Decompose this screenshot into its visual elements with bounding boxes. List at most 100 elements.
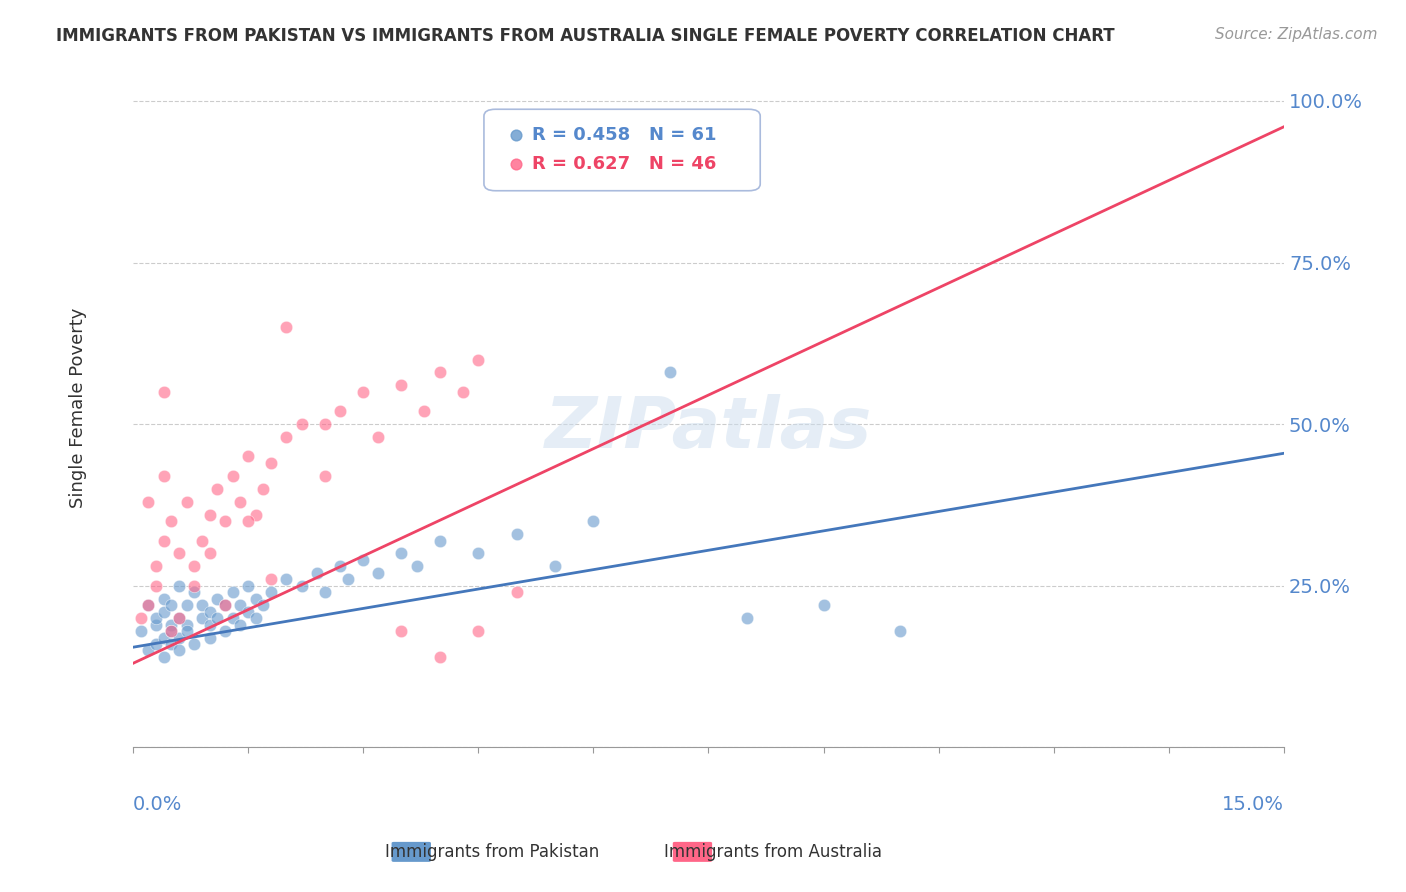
Text: Source: ZipAtlas.com: Source: ZipAtlas.com <box>1215 27 1378 42</box>
Point <box>391 378 413 392</box>
Point <box>198 617 221 632</box>
Point <box>214 599 236 613</box>
Point <box>505 585 527 599</box>
Point <box>152 469 174 483</box>
Point <box>152 649 174 664</box>
Point <box>160 624 183 638</box>
Point <box>329 559 352 574</box>
FancyBboxPatch shape <box>484 109 761 191</box>
Point <box>221 585 243 599</box>
Point <box>198 631 221 645</box>
Text: ZIPatlas: ZIPatlas <box>544 394 872 463</box>
Point <box>176 617 198 632</box>
Point <box>276 573 298 587</box>
Point <box>467 547 489 561</box>
Point <box>429 533 451 548</box>
Point <box>245 611 267 625</box>
Point <box>236 514 259 528</box>
Point <box>314 469 336 483</box>
Point <box>167 631 190 645</box>
Point <box>214 514 236 528</box>
Point <box>367 430 389 444</box>
Point <box>451 384 474 399</box>
Point <box>129 624 152 638</box>
Point <box>260 456 283 470</box>
Point <box>160 617 183 632</box>
Point <box>467 624 489 638</box>
Point <box>214 624 236 638</box>
Point <box>145 579 167 593</box>
Point <box>191 533 214 548</box>
Point <box>352 553 374 567</box>
Point <box>167 643 190 657</box>
Point <box>183 579 205 593</box>
Point <box>582 514 605 528</box>
Point <box>405 559 427 574</box>
Point <box>136 643 159 657</box>
Point <box>467 352 489 367</box>
Text: Single Female Poverty: Single Female Poverty <box>69 308 87 508</box>
Point <box>152 591 174 606</box>
Point <box>160 637 183 651</box>
Point <box>352 384 374 399</box>
Point <box>221 611 243 625</box>
Point <box>276 320 298 334</box>
Point <box>429 649 451 664</box>
Point <box>314 417 336 432</box>
Point <box>291 579 314 593</box>
Point <box>229 599 252 613</box>
Point <box>229 617 252 632</box>
Point <box>152 384 174 399</box>
Point <box>160 599 183 613</box>
Point <box>429 366 451 380</box>
Point <box>160 624 183 638</box>
Point <box>152 631 174 645</box>
Point <box>152 605 174 619</box>
Point <box>505 527 527 541</box>
Point <box>198 605 221 619</box>
Point <box>221 469 243 483</box>
Point <box>145 637 167 651</box>
Point <box>336 573 359 587</box>
Text: 0.0%: 0.0% <box>132 795 183 814</box>
Point <box>252 599 274 613</box>
Text: IMMIGRANTS FROM PAKISTAN VS IMMIGRANTS FROM AUSTRALIA SINGLE FEMALE POVERTY CORR: IMMIGRANTS FROM PAKISTAN VS IMMIGRANTS F… <box>56 27 1115 45</box>
Point <box>167 579 190 593</box>
Point <box>329 404 352 418</box>
Point <box>260 573 283 587</box>
Point <box>291 417 314 432</box>
Point <box>236 450 259 464</box>
Point <box>176 495 198 509</box>
Text: Immigrants from Australia: Immigrants from Australia <box>664 843 883 861</box>
Point <box>183 585 205 599</box>
Text: R = 0.627   N = 46: R = 0.627 N = 46 <box>533 154 717 172</box>
Point <box>207 611 229 625</box>
Text: 15.0%: 15.0% <box>1222 795 1284 814</box>
Point <box>152 533 174 548</box>
Text: Immigrants from Pakistan: Immigrants from Pakistan <box>385 843 599 861</box>
Point <box>813 599 835 613</box>
Point <box>314 585 336 599</box>
Point <box>236 605 259 619</box>
Point <box>160 514 183 528</box>
Point <box>191 599 214 613</box>
Point <box>245 591 267 606</box>
Point <box>198 508 221 522</box>
Point <box>305 566 328 580</box>
Point <box>245 508 267 522</box>
Point <box>129 611 152 625</box>
Point <box>889 624 911 638</box>
Point <box>167 611 190 625</box>
Point <box>176 624 198 638</box>
Point <box>276 430 298 444</box>
Point <box>145 617 167 632</box>
Point <box>659 366 682 380</box>
Point <box>176 599 198 613</box>
Point <box>207 482 229 496</box>
Point <box>367 566 389 580</box>
Point <box>136 599 159 613</box>
Point <box>136 599 159 613</box>
Point <box>198 547 221 561</box>
Point <box>207 591 229 606</box>
Point <box>236 579 259 593</box>
